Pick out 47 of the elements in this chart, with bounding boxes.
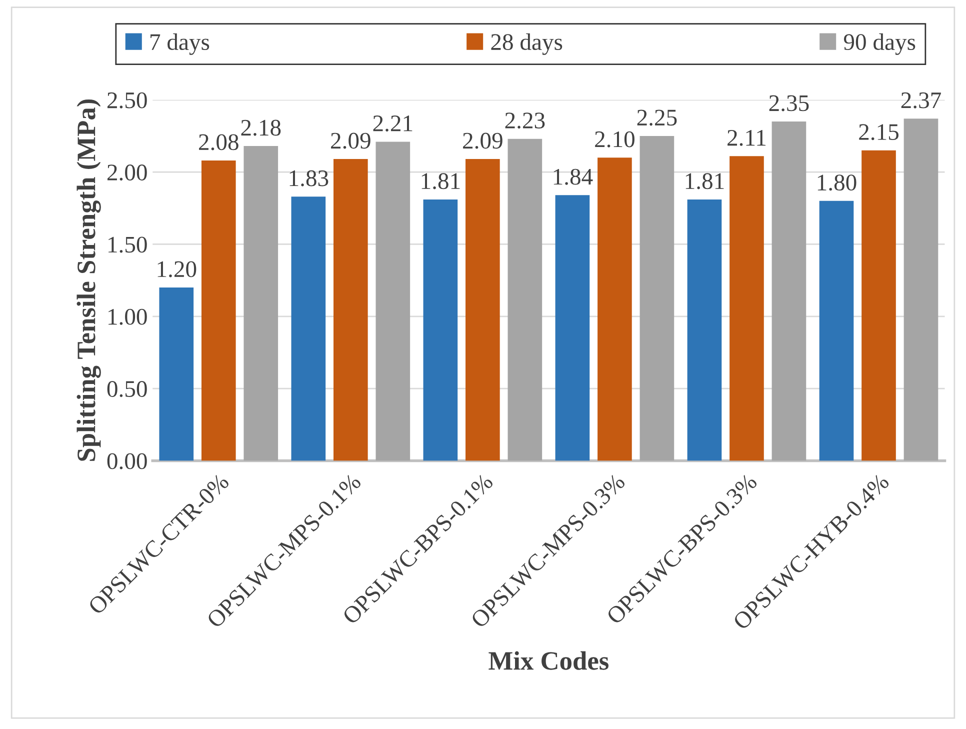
bar — [291, 196, 326, 461]
bar — [159, 288, 194, 461]
bar — [687, 199, 722, 461]
bar — [423, 199, 458, 461]
data-label: 1.20 — [158, 261, 196, 278]
data-label: 1.81 — [686, 173, 724, 190]
bar — [598, 158, 632, 461]
bar — [508, 138, 542, 461]
legend-label: 90 days — [844, 33, 916, 55]
bar — [466, 159, 500, 461]
bar — [640, 136, 674, 461]
x-axis-title: Mix Codes — [488, 651, 609, 670]
bar — [201, 160, 236, 461]
data-label: 1.81 — [422, 173, 460, 190]
data-label: 2.15 — [859, 124, 898, 140]
bar — [333, 159, 368, 461]
bar — [904, 118, 938, 461]
data-label: 2.11 — [728, 130, 766, 146]
bar — [555, 195, 590, 461]
bar — [862, 150, 896, 461]
data-label: 1.80 — [818, 174, 856, 191]
bar — [772, 122, 806, 461]
data-label: 2.35 — [769, 95, 809, 112]
data-label: 2.08 — [199, 134, 238, 150]
y-tick-label: 2.00 — [107, 164, 147, 181]
y-tick-label: 0.00 — [107, 453, 147, 470]
data-label: 2.23 — [505, 112, 545, 129]
data-label: 1.83 — [290, 170, 328, 186]
y-tick-label: 1.50 — [108, 236, 147, 253]
bar — [819, 200, 854, 461]
data-label: 2.37 — [901, 92, 941, 108]
bar — [376, 142, 410, 461]
bar — [730, 156, 764, 461]
data-label: 2.09 — [463, 132, 502, 149]
data-label: 2.18 — [241, 120, 281, 136]
data-label: 2.21 — [373, 116, 412, 132]
y-axis-title: Splitting Tensile Strength (MPa) — [76, 100, 101, 461]
legend-label: 7 days — [150, 33, 210, 55]
y-tick-label: 2.50 — [107, 92, 147, 108]
y-tick-label: 1.00 — [108, 308, 147, 325]
y-tick-label: 0.50 — [107, 381, 147, 398]
data-label: 2.09 — [331, 132, 370, 149]
data-label: 1.84 — [554, 168, 593, 185]
data-label: 2.25 — [637, 110, 677, 126]
data-label: 2.10 — [595, 131, 634, 148]
legend-label: 28 days — [491, 33, 562, 55]
bar — [244, 146, 278, 461]
